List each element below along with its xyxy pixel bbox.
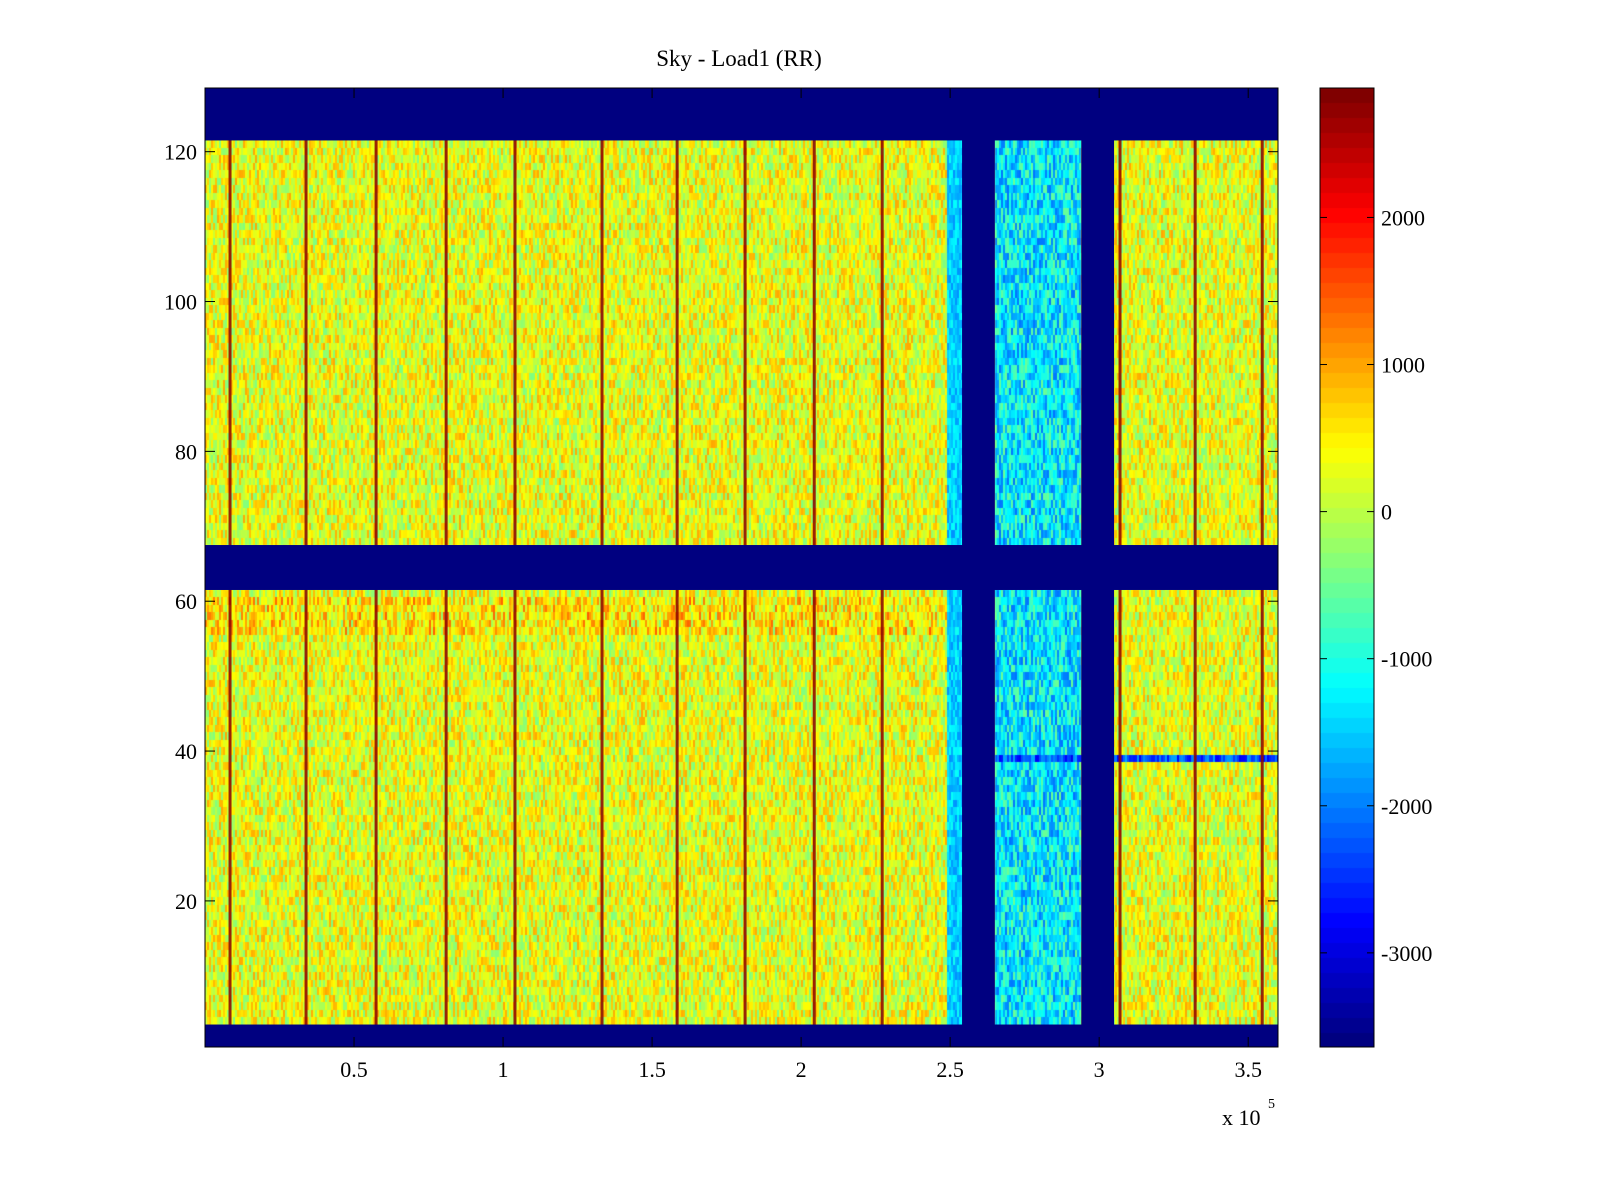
masked-column-band <box>1081 88 1115 1047</box>
colorbar-box <box>1319 87 1375 1048</box>
y-tick-label: 40 <box>175 739 197 764</box>
x-axis: 0.5 1 1.5 2 2.5 3 3.5 <box>340 88 1262 1082</box>
colorbar-tick-label: -1000 <box>1381 647 1432 672</box>
y-tick-label: 80 <box>175 439 197 464</box>
colorbar-axis: -3000 -2000 -1000 0 1000 2000 <box>1320 205 1432 966</box>
masked-column-band <box>962 88 995 1047</box>
y-tick-label: 100 <box>164 290 197 315</box>
x-exponent-value: 5 <box>1268 1097 1275 1112</box>
y-axis: 20 40 60 80 100 120 <box>164 140 1278 914</box>
x-exponent-label: x 10 <box>1222 1105 1261 1130</box>
x-tick-label: 0.5 <box>340 1057 368 1082</box>
plot-axes-box <box>204 87 1279 1048</box>
y-tick-label: 120 <box>164 140 197 165</box>
colorbar-tick-label: 0 <box>1381 500 1392 525</box>
masked-regions <box>205 88 1278 1047</box>
masked-row-band <box>205 1024 1278 1047</box>
masked-row-band <box>205 545 1278 590</box>
colorbar-tick-label: 2000 <box>1381 205 1425 230</box>
colorbar-tick-label: -2000 <box>1381 794 1432 819</box>
colorbar-tick-label: 1000 <box>1381 353 1425 378</box>
x-tick-label: 3.5 <box>1234 1057 1262 1082</box>
colorbar-gradient <box>1320 88 1374 1047</box>
x-tick-label: 1 <box>498 1057 509 1082</box>
y-tick-label: 60 <box>175 589 197 614</box>
x-tick-label: 2.5 <box>936 1057 964 1082</box>
x-tick-label: 1.5 <box>638 1057 666 1082</box>
masked-row-band <box>205 88 1278 141</box>
y-tick-label: 20 <box>175 889 197 914</box>
x-tick-label: 2 <box>796 1057 807 1082</box>
chart-title: Sky - Load1 (RR) <box>656 46 821 71</box>
colorbar-tick-label: -3000 <box>1381 941 1432 966</box>
x-tick-label: 3 <box>1094 1057 1105 1082</box>
